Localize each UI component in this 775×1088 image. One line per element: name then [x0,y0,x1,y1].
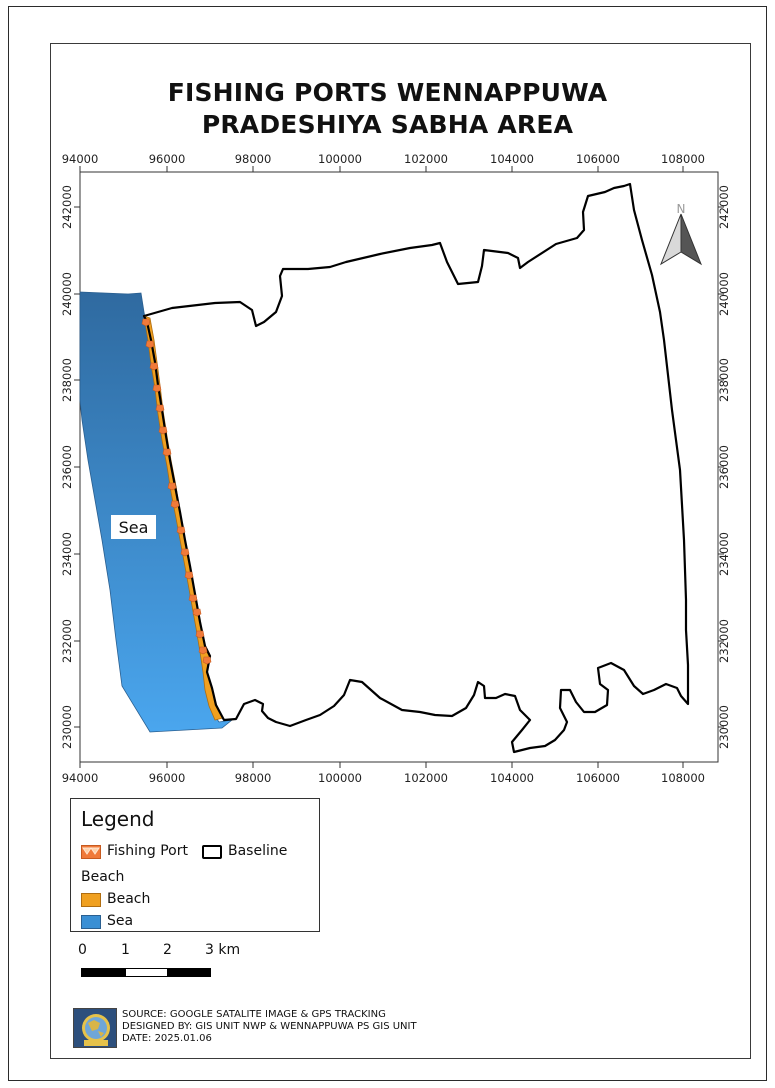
x-tick-top-98000: 98000 [235,152,272,166]
fishing-port-marker [198,646,208,655]
fishing-port-swatch-icon [81,845,101,859]
x-tick-top-100000: 100000 [318,152,362,166]
legend: Legend Fishing Port Baseline Beach Beach… [70,798,320,932]
fishing-port-marker [184,571,194,580]
map-title-line-2: PRADESHIYA SABHA AREA [201,110,574,139]
fishing-port-marker [158,426,168,435]
fishing-port-marker [145,340,155,349]
legend-beach-label: Beach [107,891,151,907]
y-tick-labels-left: 242000 240000 238000 236000 234000 23200… [60,185,74,749]
legend-group-label: Beach [81,869,125,885]
fishing-port-marker [180,548,190,557]
fishing-port-marker [170,500,180,509]
fishing-port-marker [202,656,212,665]
map-title-line-1: FISHING PORTS WENNAPPUWA [167,78,608,107]
credits-date: DATE: 2025.01.06 [122,1033,212,1044]
sea-label: Sea [111,515,156,539]
scale-label-0: 0 [78,942,87,958]
baseline-boundary [142,182,690,754]
x-tick-top-108000: 108000 [661,152,705,166]
fishing-port-marker [195,630,205,639]
scale-label-2: 2 [163,942,172,958]
legend-title: Legend [81,807,155,831]
page-frame [8,6,767,1081]
fishing-port-marker [188,594,198,603]
fishing-port-markers [141,318,212,665]
y-tick-right-240000: 240000 [717,272,731,316]
x-tick-bottom-104000: 104000 [490,771,534,785]
sea-label-text: Sea [119,518,149,537]
fishing-port-marker [149,362,159,371]
globe-logo-icon [74,1009,116,1047]
fishing-port-marker [162,448,172,457]
y-tick-right-234000: 234000 [717,532,731,576]
x-tick-top-106000: 106000 [576,152,620,166]
fishing-port-marker [152,384,162,393]
beach-swatch-icon [81,893,101,907]
baseline-swatch-icon [202,845,222,859]
x-tick-bottom-108000: 108000 [661,771,705,785]
scale-label-1: 1 [121,942,130,958]
sea-swatch-icon [81,915,101,929]
y-tick-left-232000: 232000 [60,619,74,663]
x-tick-bottom-96000: 96000 [149,771,186,785]
x-tick-bottom-98000: 98000 [235,771,272,785]
fishing-port-marker [141,318,151,327]
north-label: N [677,202,686,216]
x-tick-top-102000: 102000 [404,152,448,166]
x-tick-bottom-102000: 102000 [404,771,448,785]
credits-source: SOURCE: GOOGLE SATALITE IMAGE & GPS TRAC… [122,1009,386,1020]
y-tick-right-232000: 232000 [717,619,731,663]
fishing-port-symbol-icon [82,847,100,855]
scale-bar-segment-3 [168,968,211,977]
scale-bar-segment-1 [81,968,125,977]
y-tick-left-242000: 242000 [60,185,74,229]
north-arrow-icon: N [659,202,703,266]
y-tick-right-236000: 236000 [717,445,731,489]
y-tick-right-238000: 238000 [717,358,731,402]
x-tick-bottom-94000: 94000 [62,771,99,785]
fishing-port-marker [167,482,177,491]
y-tick-labels-right: 242000 240000 238000 236000 234000 23200… [717,185,731,749]
credits-designed-by: DESIGNED BY: GIS UNIT NWP & WENNAPPUWA P… [122,1021,417,1032]
organization-logo-icon [73,1008,117,1048]
x-tick-labels-bottom: 94000 96000 98000 100000 102000 104000 1… [62,771,705,785]
y-tick-left-240000: 240000 [60,272,74,316]
legend-baseline-label: Baseline [228,843,288,859]
layout-frame [50,43,751,1059]
fishing-port-marker [192,608,202,617]
scale-label-3: 3 km [205,942,241,958]
x-tick-top-96000: 96000 [149,152,186,166]
x-tick-top-94000: 94000 [62,152,99,166]
y-tick-right-230000: 230000 [717,705,731,749]
map-grid-ticks [74,166,724,768]
x-tick-bottom-100000: 100000 [318,771,362,785]
scale-bar-segment-2 [125,968,168,977]
y-tick-right-242000: 242000 [717,185,731,229]
legend-fishing-port-label: Fishing Port [107,843,188,859]
map-credits: SOURCE: GOOGLE SATALITE IMAGE & GPS TRAC… [122,1009,417,1045]
x-tick-bottom-106000: 106000 [576,771,620,785]
fishing-port-marker [155,404,165,413]
y-tick-left-238000: 238000 [60,358,74,402]
fishing-port-marker [176,526,186,535]
legend-sea-label: Sea [107,913,134,929]
x-tick-labels-top: 94000 96000 98000 100000 102000 104000 1… [62,152,705,166]
x-tick-top-104000: 104000 [490,152,534,166]
y-tick-left-230000: 230000 [60,705,74,749]
y-tick-left-234000: 234000 [60,532,74,576]
y-tick-left-236000: 236000 [60,445,74,489]
